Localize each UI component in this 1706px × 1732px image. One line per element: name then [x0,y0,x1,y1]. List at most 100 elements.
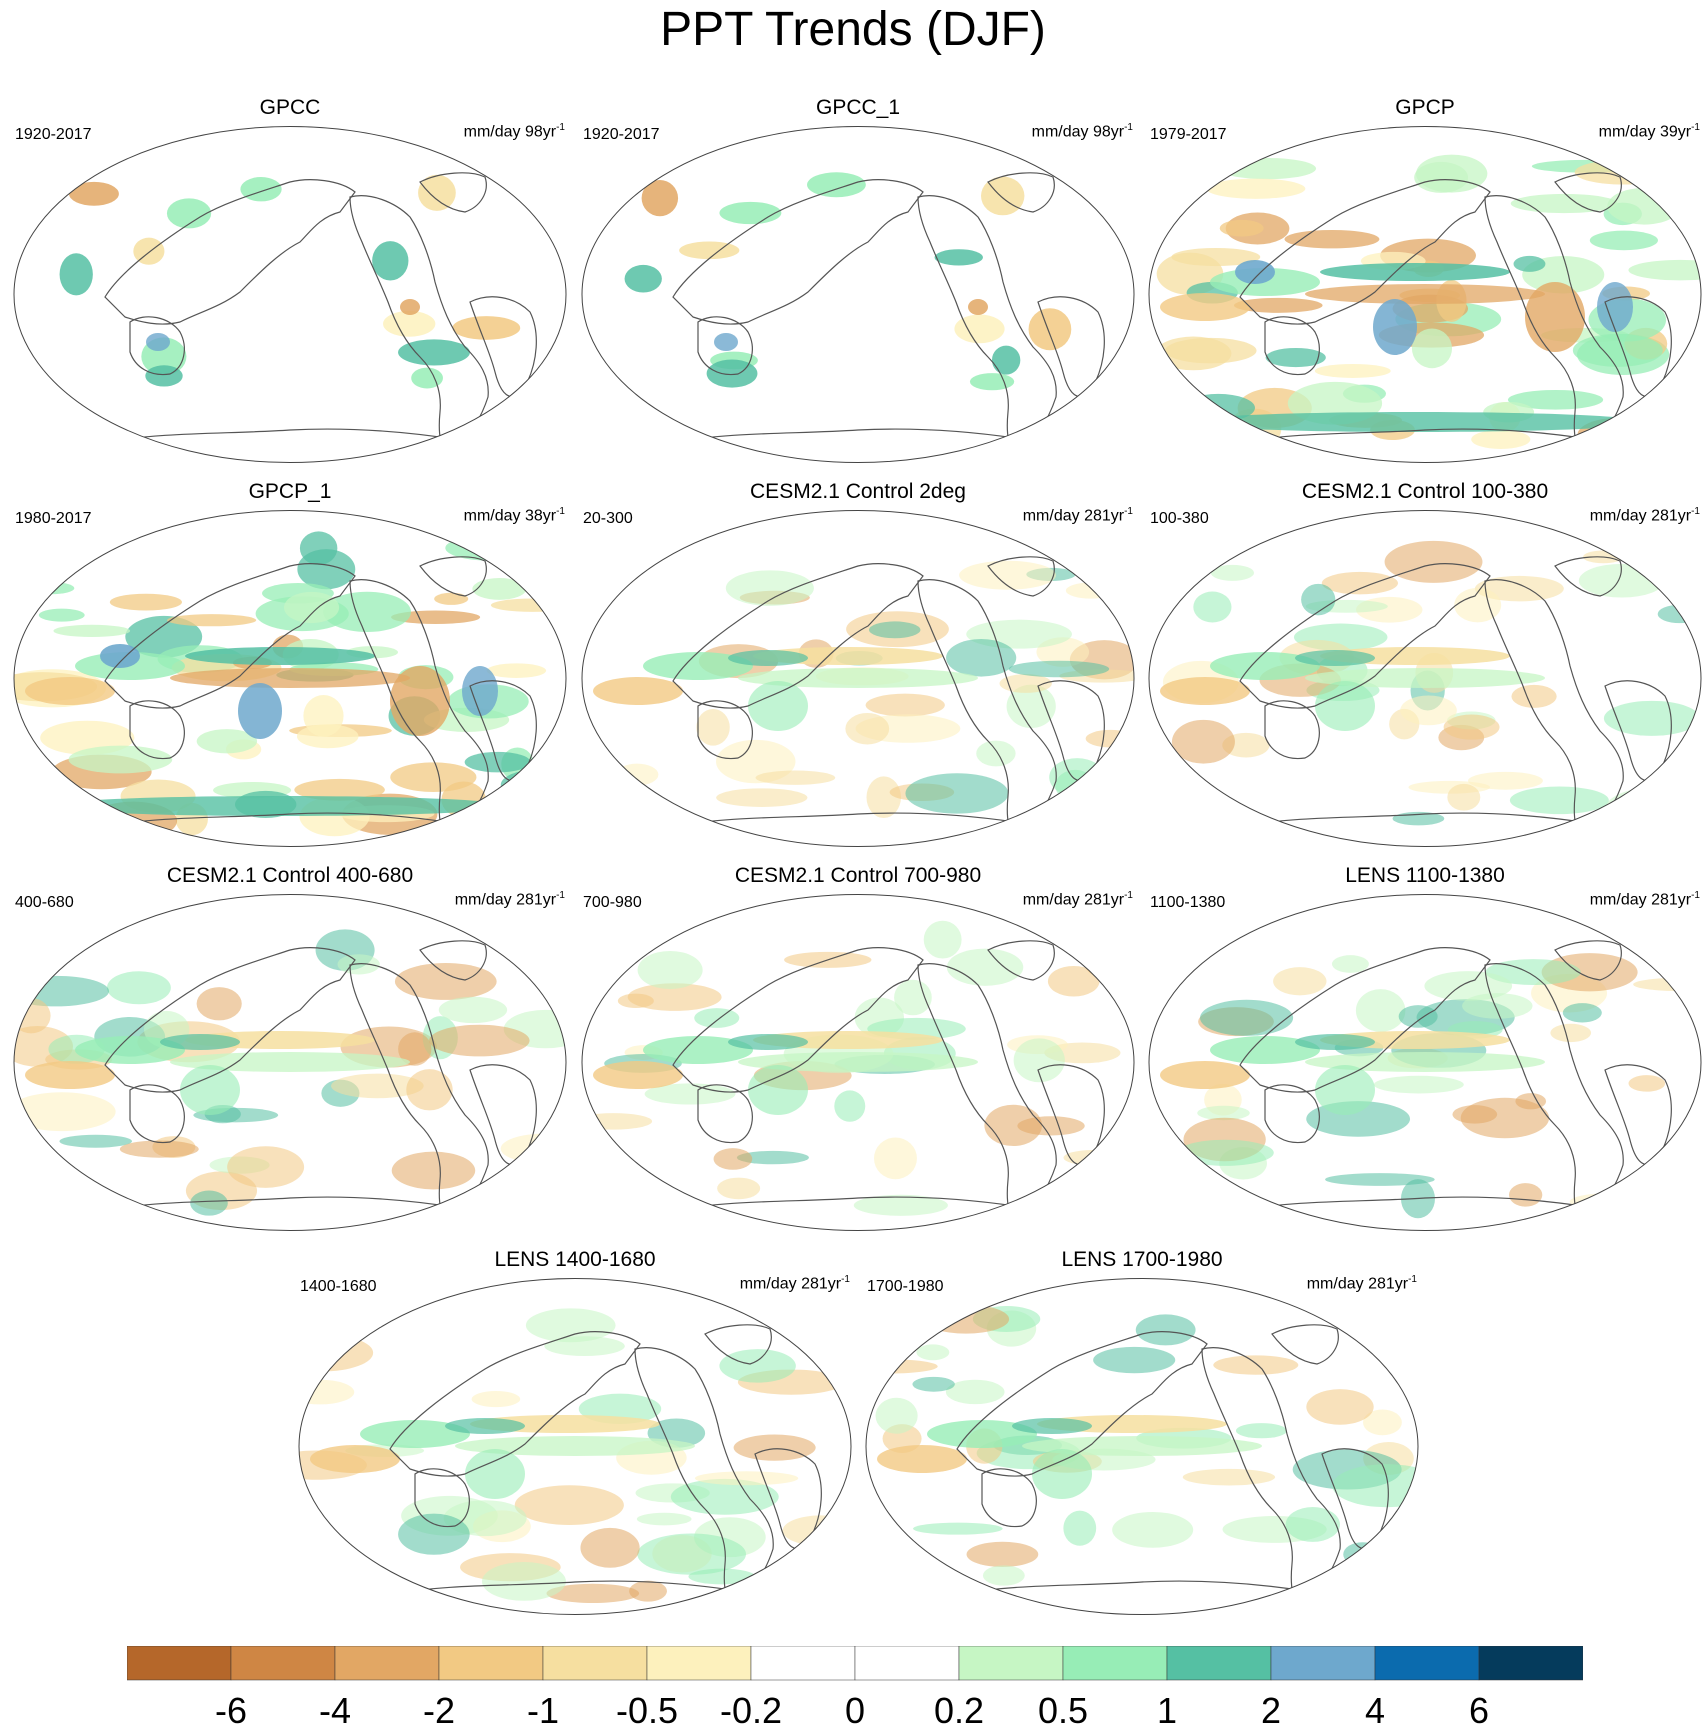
precip-region [865,693,945,717]
precip-region [1055,769,1096,802]
colorbar-swatch [230,1646,336,1681]
precip-region [982,1565,1025,1586]
precip-region [834,1090,866,1122]
colorbar-swatch [1374,1646,1480,1681]
units-years: 281yr [516,891,557,909]
precip-region [866,776,901,819]
precip-region [1093,1346,1176,1374]
colorbar-tick-label: -2 [422,1690,455,1731]
world-map [581,894,1135,1231]
units-exponent: -1 [1124,506,1133,517]
precip-region [372,241,409,281]
coastline [419,556,487,597]
coastline [697,700,753,760]
panel-period: 1980-2017 [15,510,92,527]
map-panel: LENS 1100-1380 1100-1380 mm/day 281yr-1 [1140,864,1706,1244]
map-panel: CESM2.1 Control 2deg 20-300 mm/day 281yr-1 [573,480,1143,860]
precip-region [490,598,566,612]
precip-band [170,668,410,688]
units-text: mm/day [1031,123,1093,141]
precip-region [53,624,131,637]
precip-region [809,1558,849,1585]
map-border [581,894,1135,1231]
precip-region [694,1008,740,1028]
map-content [1160,540,1701,847]
map-border [1148,510,1702,847]
panel-period: 1700-1980 [867,1278,944,1295]
precip-region [991,345,1021,375]
units-years: 39yr [1659,123,1692,141]
precip-region [719,1349,796,1383]
precip-region [636,1512,692,1526]
precip-region [166,198,212,229]
precip-band [465,1449,525,1499]
precip-region [873,1137,917,1180]
precip-region [637,950,703,990]
precip-region [1325,1173,1435,1186]
world-map [13,894,567,1231]
precip-region [1047,965,1100,997]
precip-region [1065,582,1116,599]
precip-region [706,359,758,388]
precip-region [1006,684,1056,729]
precip-band [1525,282,1585,352]
precip-band [748,681,808,731]
precip-region [1509,786,1609,815]
world-map [581,510,1135,847]
units-exponent: -1 [556,506,565,517]
coastline [419,940,487,981]
world-map [1148,510,1702,847]
precip-region [1112,1511,1194,1548]
map-content [1155,153,1701,463]
map-border [13,510,567,847]
panel-period: 1979-2017 [1150,126,1227,143]
precip-region [383,310,436,337]
world-map [581,126,1135,463]
precip-region [471,1390,521,1408]
precip-region [1398,1005,1438,1028]
precip-region [922,1304,1010,1334]
precip-band [1373,299,1417,355]
precip-region [109,593,182,611]
precip-region [1605,787,1699,832]
precip-band [643,652,753,680]
precip-region [1513,255,1546,272]
colorbar-swatch [1166,1646,1272,1681]
precip-region [1284,229,1380,249]
coastline [109,428,462,463]
coastline [1244,428,1597,463]
coastline [1554,556,1622,597]
precip-region [679,241,740,260]
precip-region [38,608,85,622]
precip-region [969,373,1015,391]
panel-units: mm/day 39yr-1 [1599,122,1700,141]
precip-region [644,1083,736,1105]
map-border [1148,894,1702,1231]
precip-region [146,333,170,351]
precip-region [196,987,242,1021]
precip-region [1213,1355,1299,1375]
precip-region [59,1134,132,1148]
precip-band [1295,650,1375,666]
panel-units: mm/day 281yr-1 [1590,506,1700,525]
precip-region [1285,1507,1340,1542]
precip-region [27,582,75,595]
coastline [917,963,1057,1226]
units-years: 281yr [1651,507,1692,525]
precip-region [1343,1542,1383,1567]
coastline [419,172,487,213]
precip-region [1411,328,1453,369]
coastline [987,172,1055,213]
map-panel: LENS 1400-1680 1400-1680 mm/day 281yr-1 [290,1248,860,1628]
precip-band [75,1036,185,1064]
coastline [129,700,185,760]
panel-title: LENS 1700-1980 [1061,1248,1223,1271]
units-text: mm/day [463,507,525,525]
map-panel: CESM2.1 Control 400-680 400-680 mm/day 281… [5,864,575,1244]
panel-period: 1400-1680 [300,1278,377,1295]
panel-period: 20-300 [583,510,633,527]
coastline [389,1331,641,1477]
precip-region [1603,700,1700,736]
precip-region [1273,967,1327,996]
units-years: 281yr [801,1275,842,1293]
